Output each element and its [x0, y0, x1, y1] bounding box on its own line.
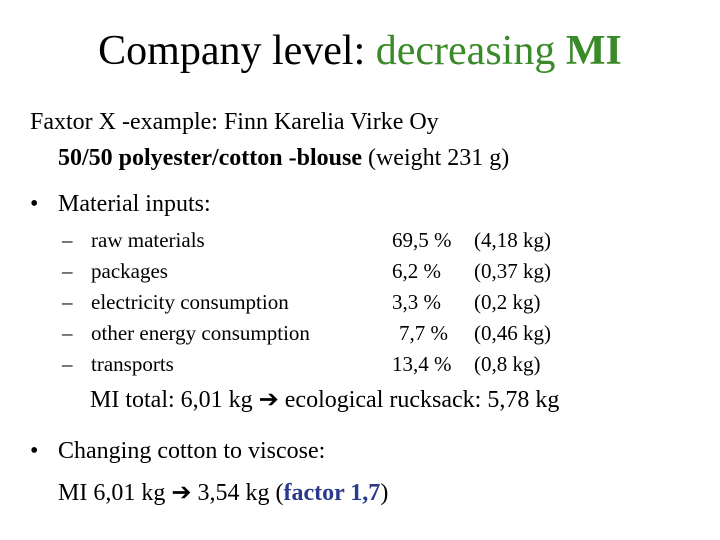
mi-after: 3,54 kg ( — [197, 480, 284, 506]
title-highlight: decreasing — [375, 28, 566, 74]
row-percent: 6,2 % — [392, 259, 441, 283]
material-row-other-energy: – other energy consumption 7,7 % (0,46 k… — [62, 318, 662, 348]
row-kg: (0,46 kg) — [474, 321, 551, 345]
row-kg: (4,18 kg) — [474, 228, 551, 252]
intro-line-1: Faxtor X -example: Finn Karelia Virke Oy — [30, 109, 439, 135]
row-kg: (0,37 kg) — [474, 259, 551, 283]
material-row-raw: – raw materials 69,5 % (4,18 kg) — [62, 225, 662, 255]
row-percent: 13,4 % — [392, 352, 452, 376]
rucksack-value: ecological rucksack: 5,78 kg — [284, 387, 560, 413]
row-label: raw materials — [91, 228, 205, 252]
row-percent: 7,7 % — [399, 321, 448, 345]
mi-total-line: MI total: 6,01 kg ➔ ecological rucksack:… — [90, 385, 559, 415]
bullet-material-inputs: • Material inputs: — [30, 189, 211, 219]
bullet-icon: • — [30, 191, 39, 217]
change-result-line: MI 6,01 kg ➔ 3,54 kg (factor 1,7) — [58, 478, 388, 508]
row-label: electricity consumption — [91, 290, 289, 314]
product-name: 50/50 polyester/cotton -blouse — [58, 145, 362, 171]
bullet-changing-cotton: • Changing cotton to viscose: — [30, 436, 325, 466]
mi-before: MI 6,01 kg — [58, 480, 166, 506]
dash-icon: – — [62, 321, 73, 345]
material-row-packages: – packages 6,2 % (0,37 kg) — [62, 256, 662, 286]
row-percent: 3,3 % — [392, 290, 441, 314]
dash-icon: – — [62, 259, 73, 283]
bullet-change-heading: Changing cotton to viscose: — [58, 438, 326, 464]
row-label: transports — [91, 352, 174, 376]
arrow-right-icon: ➔ — [171, 480, 192, 506]
material-row-transports: – transports 13,4 % (0,8 kg) — [62, 349, 662, 379]
arrow-right-icon: ➔ — [258, 387, 279, 413]
title-highlight-bold: MI — [565, 28, 622, 74]
row-kg: (0,8 kg) — [474, 352, 541, 376]
slide-title: Company level: decreasing MI — [0, 25, 720, 77]
row-percent: 69,5 % — [392, 228, 452, 252]
product-weight: (weight 231 g) — [361, 145, 510, 171]
row-kg: (0,2 kg) — [474, 290, 541, 314]
intro-line-2: 50/50 polyester/cotton -blouse (weight 2… — [58, 143, 509, 173]
dash-icon: – — [62, 290, 73, 314]
row-label: other energy consumption — [91, 321, 310, 345]
dash-icon: – — [62, 228, 73, 252]
mi-total-value: MI total: 6,01 kg — [90, 387, 253, 413]
material-row-electricity: – electricity consumption 3,3 % (0,2 kg) — [62, 287, 662, 317]
dash-icon: – — [62, 352, 73, 376]
closing-paren: ) — [380, 480, 389, 506]
title-prefix: Company level: — [98, 28, 376, 74]
bullet-material-heading: Material inputs: — [58, 191, 211, 217]
bullet-icon: • — [30, 438, 39, 464]
factor-value: factor 1,7 — [283, 480, 381, 506]
row-label: packages — [91, 259, 168, 283]
